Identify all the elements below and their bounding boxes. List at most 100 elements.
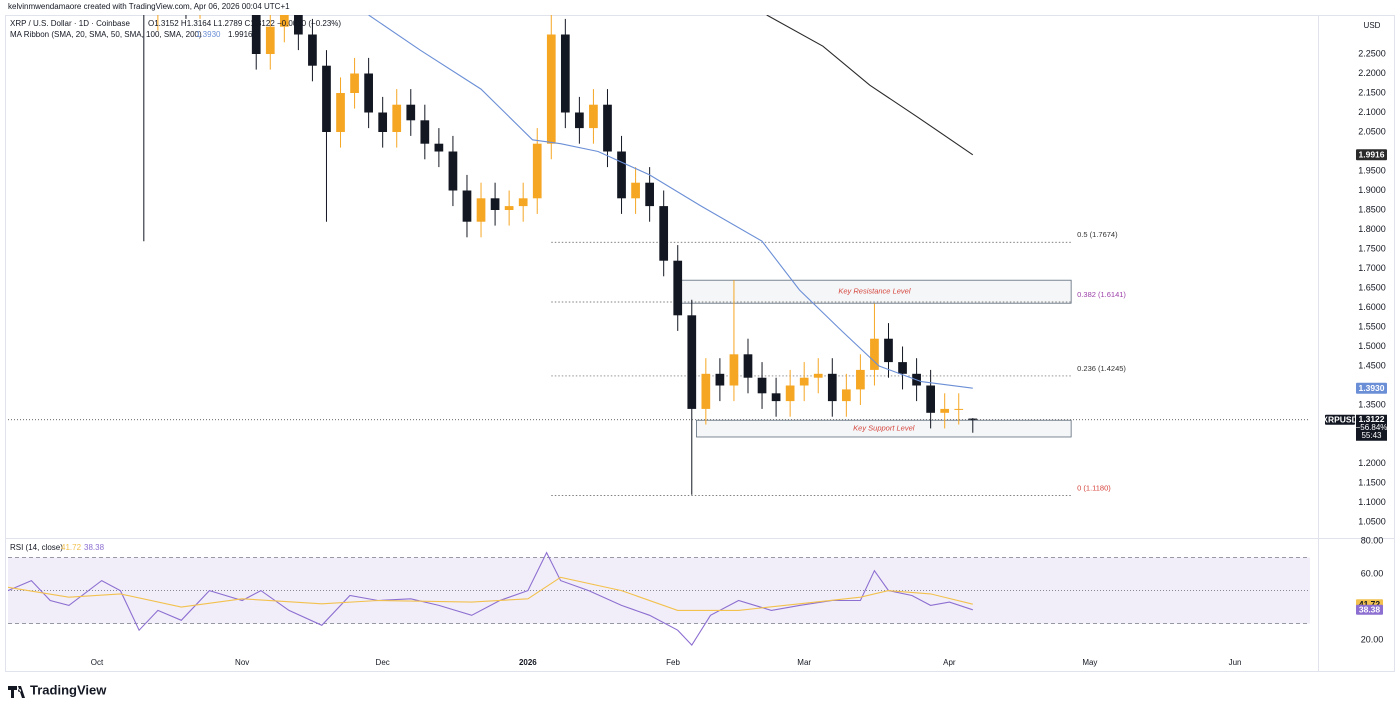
x-tick-label: Dec xyxy=(376,658,390,667)
rsi-tag: 38.38 xyxy=(1359,605,1381,615)
candle-body xyxy=(265,26,275,55)
candle-body xyxy=(898,362,907,374)
candle-body xyxy=(799,377,809,386)
candle-body xyxy=(715,373,725,386)
ma-tag: 1.9916 xyxy=(1359,150,1385,160)
zone-label: Key Support Level xyxy=(853,424,915,433)
candle-body xyxy=(687,315,697,409)
candle-body xyxy=(589,104,598,129)
moving-average xyxy=(368,15,973,389)
fib-label: 0 (1.1180) xyxy=(1077,483,1111,492)
rsi-title: RSI (14, close) xyxy=(10,543,63,552)
x-tick-label: Apr xyxy=(943,658,956,667)
frame xyxy=(5,15,1395,672)
rsi-value: 41.72 xyxy=(61,543,82,552)
x-tick-label: Nov xyxy=(235,658,249,667)
candle-body xyxy=(785,385,795,402)
symbol-tag-bg xyxy=(1325,414,1355,425)
ma-tag-bg xyxy=(1356,382,1387,394)
x-tick-label: Feb xyxy=(666,658,680,667)
moving-average xyxy=(766,15,974,156)
candle-body xyxy=(841,389,851,402)
candle-body xyxy=(532,143,542,199)
candle-body xyxy=(350,73,359,94)
x-tick-label: May xyxy=(1082,658,1097,667)
x-tick-label: Mar xyxy=(797,658,811,667)
y-tick-label: 1.6000 xyxy=(1358,302,1386,312)
candle-body xyxy=(757,377,767,394)
candle-body xyxy=(504,206,514,211)
candle-body xyxy=(813,373,823,378)
y-tick-label: 2.1000 xyxy=(1358,107,1386,117)
candle-body xyxy=(926,385,935,413)
y-tick-label: 1.1500 xyxy=(1358,477,1386,487)
candle-body xyxy=(968,418,978,420)
candle-body xyxy=(743,354,753,378)
y-tick-label: 1.5000 xyxy=(1358,341,1386,351)
candle-body xyxy=(279,15,289,27)
price-tag-bg xyxy=(1356,414,1387,441)
y-tick-label: 1.7500 xyxy=(1358,243,1386,253)
ma-tag-bg xyxy=(1356,149,1387,161)
x-tick-label: 2026 xyxy=(519,658,537,667)
rsi-value: 38.38 xyxy=(84,543,105,552)
candle-body xyxy=(603,104,612,152)
currency: USD xyxy=(1364,21,1381,30)
zone-label: Key Resistance Level xyxy=(838,287,910,296)
rsi-tag: 41.72 xyxy=(1359,599,1381,609)
candle-body xyxy=(645,182,654,207)
indicator-title: MA Ribbon (SMA, 20, SMA, 50, SMA, 100, S… xyxy=(10,30,202,39)
candle-body xyxy=(575,112,584,129)
y-tick-label: 60.00 xyxy=(1361,568,1384,578)
candle-body xyxy=(378,112,388,133)
indicator-value: 1.3930 xyxy=(196,30,221,39)
candle-body xyxy=(954,408,964,410)
candle-body xyxy=(448,151,458,191)
y-tick-label: 2.2500 xyxy=(1358,48,1386,58)
candle-body xyxy=(701,373,711,409)
x-tick-label: Oct xyxy=(91,658,104,667)
y-tick-label: 1.2000 xyxy=(1358,458,1386,468)
candle-body xyxy=(771,393,781,402)
candle-body xyxy=(251,15,261,55)
y-tick-label: 1.9500 xyxy=(1358,165,1386,175)
rsi-tag-bg xyxy=(1356,604,1383,615)
candle-body xyxy=(308,34,317,66)
candle-body xyxy=(294,15,303,35)
candle-body xyxy=(420,120,430,144)
y-tick-label: 2.2000 xyxy=(1358,68,1386,78)
rsi-line xyxy=(8,551,973,646)
candle-body xyxy=(336,93,345,133)
fib-label: 0.382 (1.6141) xyxy=(1077,290,1126,299)
candle-body xyxy=(631,182,640,199)
y-tick-label: 1.8500 xyxy=(1358,204,1386,214)
y-tick-label: 1.6500 xyxy=(1358,282,1386,292)
candle-body xyxy=(518,198,528,207)
y-tick-label: 1.8000 xyxy=(1358,224,1386,234)
y-tick-label: 1.0500 xyxy=(1358,516,1386,526)
indicator-value: 1.9916 xyxy=(228,30,253,39)
y-tick-label: 1.7000 xyxy=(1358,263,1386,273)
candle-body xyxy=(940,408,950,413)
y-tick-label: 1.5500 xyxy=(1358,321,1386,331)
candle-body xyxy=(659,206,669,261)
y-tick-label: 1.3500 xyxy=(1358,399,1386,409)
fib-label: 0.5 (1.7674) xyxy=(1077,230,1118,239)
ohlc: O1.3152 H1.3164 L1.2789 C1.3122 −0.0030 … xyxy=(148,19,341,28)
logo-text: TradingView xyxy=(30,682,107,697)
candle-body xyxy=(462,190,472,222)
ma-tag: 1.3930 xyxy=(1359,383,1385,393)
logo: TradingView xyxy=(8,682,107,698)
candle-body xyxy=(870,338,879,370)
price-tag: 1.3122 xyxy=(1359,414,1385,424)
countdown-tag: 55:43 xyxy=(1361,431,1382,440)
watermark: kelvinmwendamaore created with TradingVi… xyxy=(8,2,290,11)
y-tick-label: 20.00 xyxy=(1361,635,1384,645)
candle-body xyxy=(546,34,556,144)
symbol-title: XRP / U.S. Dollar · 1D · Coinbase xyxy=(10,19,130,28)
candle-body xyxy=(673,260,683,316)
y-tick-label: 1.9000 xyxy=(1358,185,1386,195)
rsi-line xyxy=(8,576,973,611)
rsi-pane xyxy=(8,551,1310,646)
candle-body xyxy=(856,369,865,390)
